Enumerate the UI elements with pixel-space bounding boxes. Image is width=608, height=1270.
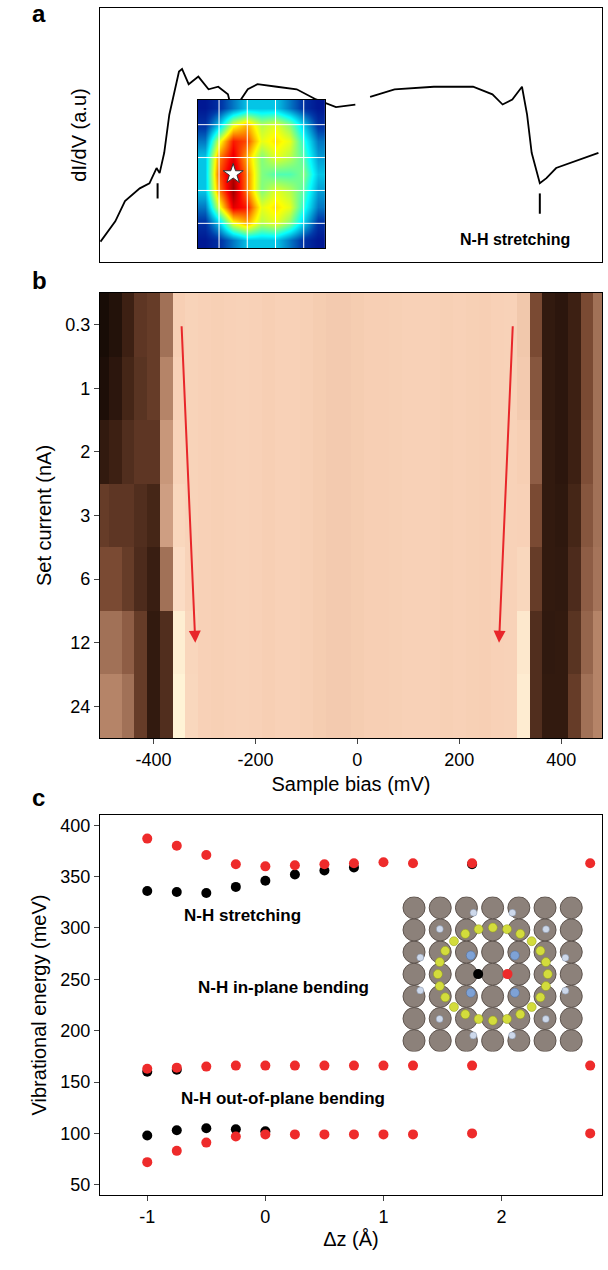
- svg-text:12: 12: [70, 633, 90, 653]
- svg-text:N-H in-plane bending: N-H in-plane bending: [198, 978, 369, 997]
- svg-text:-200: -200: [237, 750, 273, 770]
- svg-text:Vibrational energy (meV): Vibrational energy (meV): [28, 895, 50, 1116]
- svg-text:0: 0: [260, 1207, 270, 1227]
- svg-text:2: 2: [497, 1207, 507, 1227]
- svg-text:0.3: 0.3: [65, 315, 90, 335]
- svg-text:24: 24: [70, 697, 90, 717]
- svg-text:1: 1: [80, 379, 90, 399]
- svg-text:-1: -1: [139, 1207, 155, 1227]
- svg-text:200: 200: [444, 750, 474, 770]
- svg-text:b: b: [32, 267, 47, 294]
- svg-text:6: 6: [80, 569, 90, 589]
- svg-text:400: 400: [546, 750, 576, 770]
- svg-text:N-H stretching: N-H stretching: [460, 231, 570, 248]
- svg-text:100: 100: [60, 1124, 90, 1144]
- svg-text:dI/dV (a.u): dI/dV (a.u): [68, 88, 90, 181]
- svg-text:400: 400: [60, 816, 90, 836]
- svg-text:Δz (Å): Δz (Å): [323, 1228, 379, 1250]
- svg-text:250: 250: [60, 970, 90, 990]
- svg-text:50: 50: [70, 1175, 90, 1195]
- svg-text:200: 200: [60, 1021, 90, 1041]
- svg-text:N-H stretching: N-H stretching: [184, 906, 301, 925]
- svg-text:N-H out-of-plane bending: N-H out-of-plane bending: [181, 1089, 385, 1108]
- svg-text:Sample bias (mV): Sample bias (mV): [272, 773, 431, 795]
- svg-text:300: 300: [60, 918, 90, 938]
- svg-text:0: 0: [352, 750, 362, 770]
- svg-text:3: 3: [80, 506, 90, 526]
- svg-text:-400: -400: [135, 750, 171, 770]
- svg-text:350: 350: [60, 867, 90, 887]
- svg-text:2: 2: [80, 442, 90, 462]
- svg-text:a: a: [32, 0, 46, 27]
- svg-text:c: c: [32, 784, 45, 811]
- svg-text:Set current (nA): Set current (nA): [33, 445, 55, 586]
- svg-text:1: 1: [378, 1207, 388, 1227]
- svg-text:150: 150: [60, 1072, 90, 1092]
